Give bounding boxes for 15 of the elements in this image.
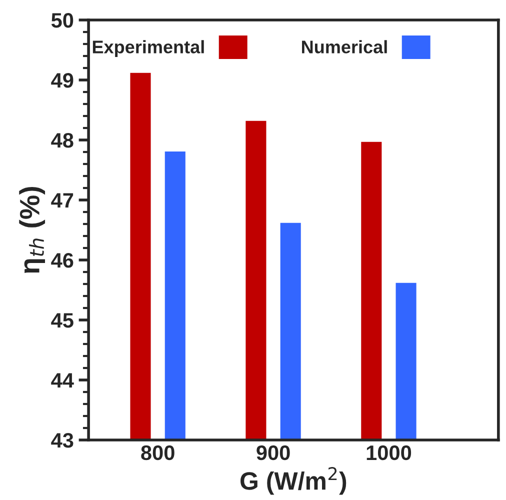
- y-tick-label: 46: [51, 253, 74, 268]
- y-tick-label: 48: [51, 133, 74, 148]
- legend-label: Experimental: [92, 40, 204, 57]
- legend-label: Numerical: [302, 40, 387, 54]
- y-tick-label: 49: [51, 73, 74, 88]
- x-tick-label: 900: [256, 445, 290, 460]
- y-tick-label: 44: [51, 373, 74, 388]
- y-tick-label: 50: [51, 13, 74, 28]
- x-tick-label: 800: [141, 445, 174, 460]
- y-tick-label: 43: [51, 433, 74, 448]
- y-axis-title: η$_{th}$ (%): [19, 186, 46, 273]
- y-tick-label: 45: [51, 313, 74, 328]
- y-tick-label: 47: [51, 193, 74, 208]
- x-tick-label: 1000: [366, 445, 412, 460]
- x-axis-title: G (W/m$^{2}$): [240, 467, 346, 495]
